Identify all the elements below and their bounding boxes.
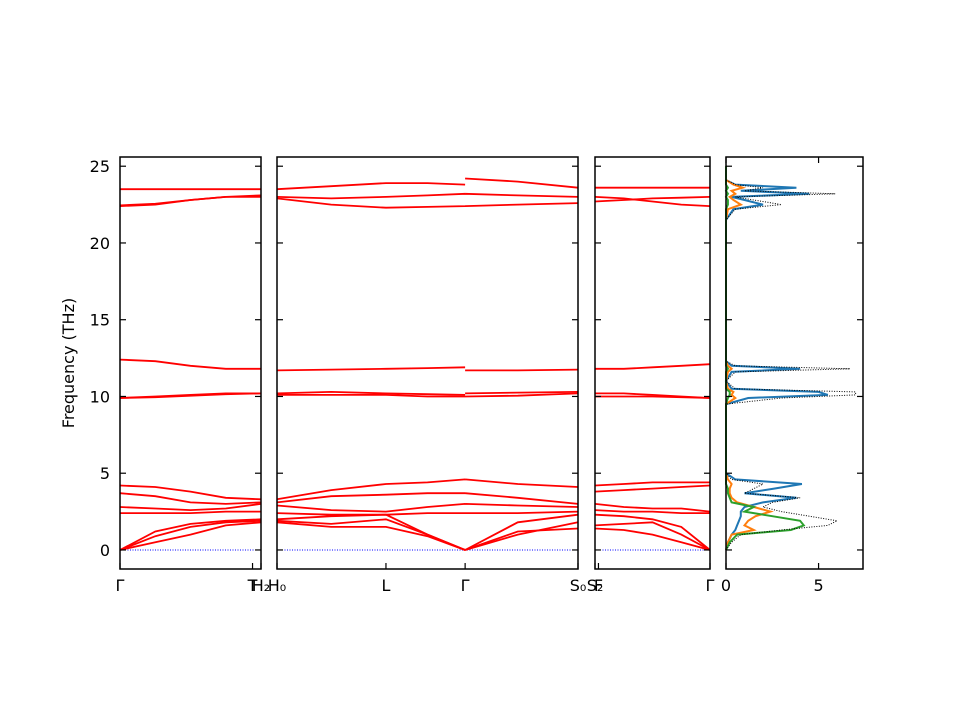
band-line [276,366,579,372]
band-line [594,196,711,203]
x-tick-label: S₀ [570,576,587,595]
dos-line [724,166,829,551]
x-tick-label: 5 [813,576,823,595]
y-tick-label: 25 [90,157,110,176]
y-axis-label: Frequency (THz) [59,298,78,428]
band-line [119,196,261,207]
band-line [276,478,579,501]
band-line [276,177,579,191]
x-tick-label: 0 [721,576,731,595]
x-tick-label: Γ [706,576,715,595]
band-line [594,513,711,551]
plot-frame [276,156,579,570]
band-line [119,518,262,551]
band-line [276,510,579,516]
band-line [276,503,579,513]
plot-frame [594,156,711,570]
band-line [594,196,711,207]
dos-line [725,166,857,551]
plot-frame [119,156,262,570]
band-line [594,521,711,551]
band-line [119,492,262,505]
band-line [276,390,579,396]
x-tick-label: H₂ [252,576,270,595]
band-line [119,519,262,551]
band-line [276,492,579,505]
band-line [277,392,579,398]
x-tick-label: Γ [116,576,125,595]
x-tick-label: L [382,576,391,595]
band-line [594,481,710,487]
x-tick-label: T [247,576,258,595]
plot-frame [725,156,864,570]
y-tick-label: 15 [90,311,110,330]
x-tick-label: S₂ [587,576,604,595]
band-line [119,521,262,551]
band-line [120,510,261,514]
y-tick-label: 5 [100,464,110,483]
band-line [276,521,579,551]
x-tick-label: Γ [461,576,470,595]
dos-line [724,166,774,551]
band-line [594,503,711,513]
band-line [595,392,711,399]
band-line [119,392,262,399]
dos-line [724,166,806,551]
band-line [119,358,261,370]
y-tick-label: 0 [100,541,110,560]
y-tick-label: 10 [90,387,110,406]
x-tick-label: F [594,576,603,595]
band-line [276,518,579,551]
band-line [594,484,711,493]
band-line [119,503,262,512]
band-line [594,527,711,551]
y-tick-label: 20 [90,234,110,253]
band-line [276,197,579,209]
band-line [594,509,710,514]
band-line [119,484,262,501]
band-line [276,192,579,200]
band-line [595,363,711,370]
x-tick-label: H₀ [268,576,286,595]
